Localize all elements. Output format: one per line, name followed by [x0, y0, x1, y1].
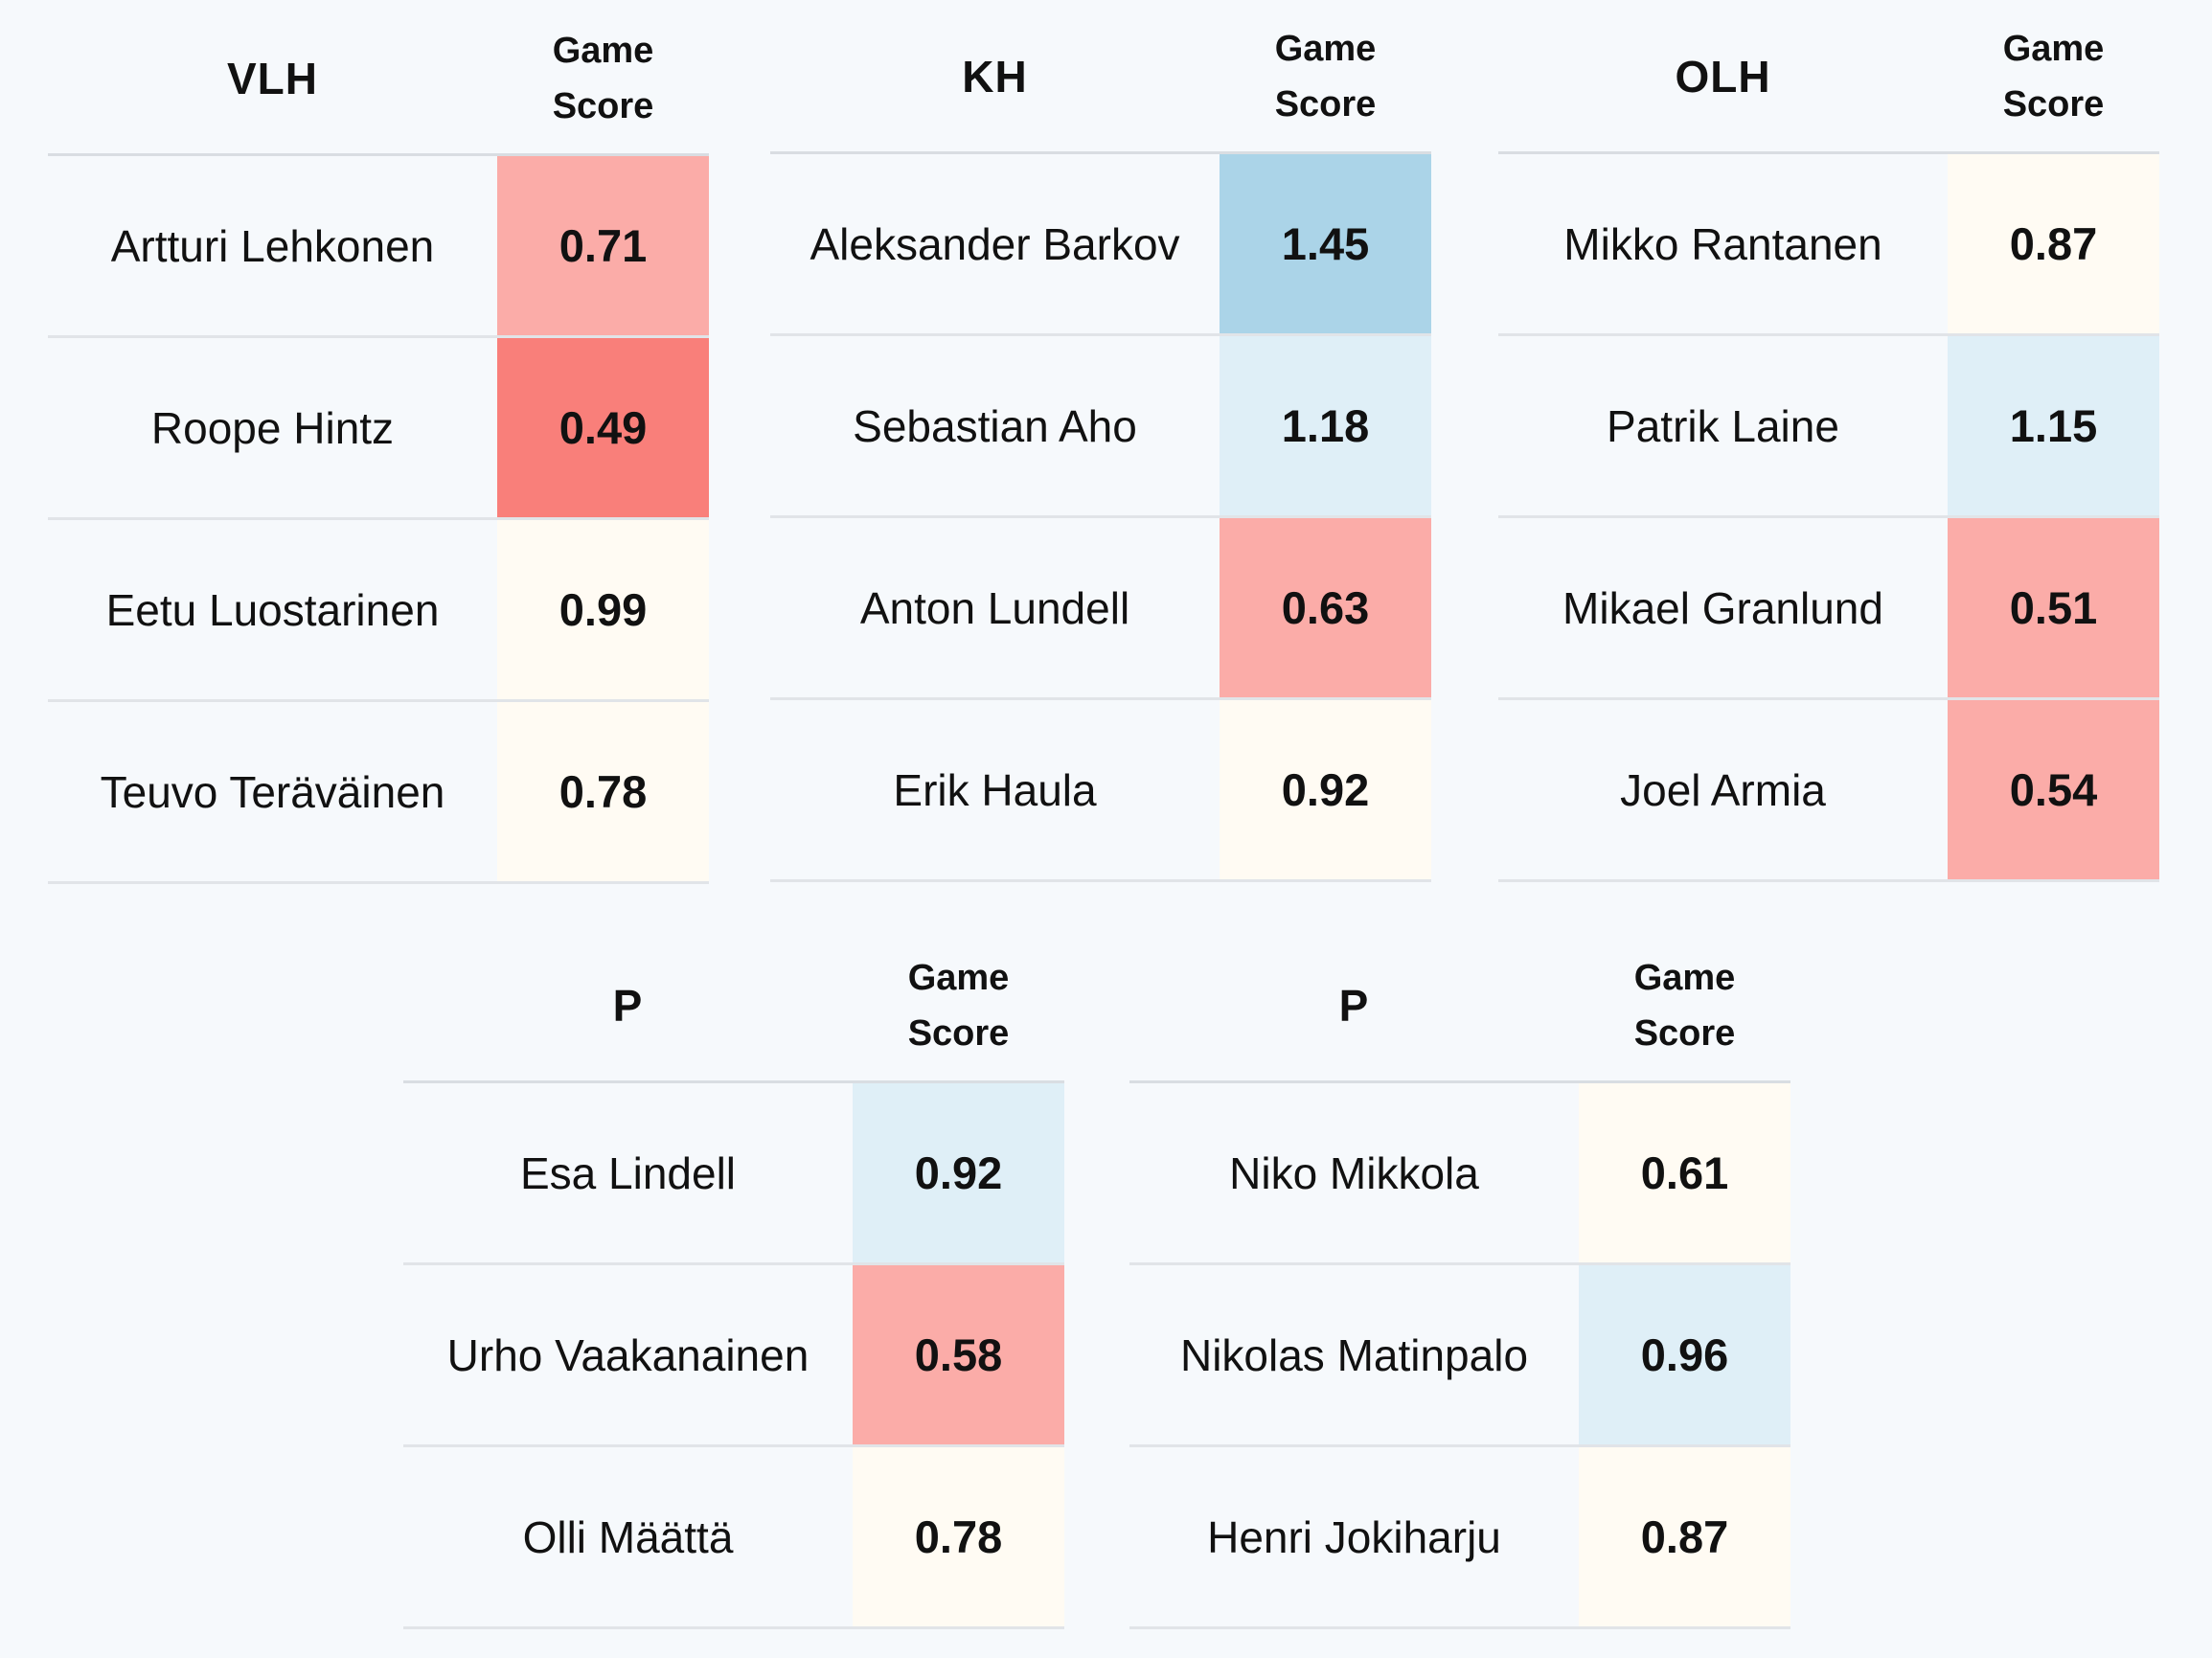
- player-name: Artturi Lehkonen: [110, 220, 435, 271]
- score-header-word: Score: [2002, 83, 2105, 125]
- group-title: P: [612, 980, 644, 1031]
- player-row: Niko Mikkola 0.61: [1129, 1083, 1790, 1265]
- player-name: Patrik Laine: [1607, 400, 1839, 451]
- player-row: Mikko Rantanen 0.87: [1498, 154, 2159, 336]
- game-score-cell: 0.99: [497, 520, 709, 699]
- group-title: OLH: [1675, 51, 1771, 102]
- score-column-header: Game Score: [1220, 1, 1431, 151]
- player-name: Eetu Luostarinen: [105, 584, 440, 635]
- group-header: P Game Score: [403, 930, 1064, 1083]
- player-row: Eetu Luostarinen 0.99: [48, 520, 709, 702]
- game-score-cell: 1.18: [1220, 336, 1431, 515]
- game-score-cell: 0.49: [497, 338, 709, 517]
- score-header-word: Game: [552, 30, 654, 71]
- score-header-word: Score: [907, 1012, 1010, 1054]
- score-header-word: Game: [1274, 28, 1377, 69]
- game-score-cell: 0.71: [497, 156, 709, 335]
- player-row: Mikael Granlund 0.51: [1498, 518, 2159, 700]
- player-row: Esa Lindell 0.92: [403, 1083, 1064, 1265]
- player-name: Teuvo Teräväinen: [100, 766, 445, 817]
- player-name: Anton Lundell: [859, 582, 1130, 633]
- game-score-cell: 0.61: [1579, 1083, 1790, 1262]
- score-header-word: Score: [552, 85, 654, 126]
- score-header-word: Game: [2002, 28, 2105, 69]
- player-row: Aleksander Barkov 1.45: [770, 154, 1431, 336]
- score-column-header: Game Score: [1579, 930, 1790, 1080]
- game-score-cell: 1.45: [1220, 154, 1431, 333]
- game-score-cell: 0.87: [1948, 154, 2159, 333]
- player-name: Roope Hintz: [150, 402, 395, 453]
- score-header-word: Game: [907, 957, 1010, 998]
- game-score-cell: 0.63: [1220, 518, 1431, 697]
- score-header-word: Game: [1633, 957, 1736, 998]
- game-score-cell: 0.58: [853, 1265, 1064, 1444]
- player-name: Mikael Granlund: [1562, 582, 1883, 633]
- game-score-cell: 0.92: [1220, 700, 1431, 879]
- score-column-header: Game Score: [497, 3, 709, 153]
- player-row: Anton Lundell 0.63: [770, 518, 1431, 700]
- player-name: Aleksander Barkov: [810, 218, 1180, 269]
- game-score-cell: 0.51: [1948, 518, 2159, 697]
- player-row: Joel Armia 0.54: [1498, 700, 2159, 882]
- group-header: OLH Game Score: [1498, 1, 2159, 154]
- player-name: Joel Armia: [1620, 764, 1826, 815]
- score-column-header: Game Score: [1948, 1, 2159, 151]
- player-row: Henri Jokiharju 0.87: [1129, 1447, 1790, 1629]
- game-score-cell: 0.78: [497, 702, 709, 881]
- group-title: P: [1338, 980, 1370, 1031]
- group-title: KH: [962, 51, 1028, 102]
- group-p-right: P Game Score Niko Mikkola 0.61 Nikolas Matinp…: [1129, 930, 1790, 1629]
- player-name: Esa Lindell: [519, 1147, 737, 1198]
- player-row: Patrik Laine 1.15: [1498, 336, 2159, 518]
- game-score-cell: 0.87: [1579, 1447, 1790, 1626]
- player-row: Roope Hintz 0.49: [48, 338, 709, 520]
- group-olh: OLH Game Score Mikko Rantanen 0.87 Patrik Lai…: [1498, 1, 2159, 882]
- game-score-cell: 0.78: [853, 1447, 1064, 1626]
- group-title: VLH: [227, 53, 318, 103]
- player-name: Urho Vaakanainen: [446, 1329, 810, 1380]
- player-name: Niko Mikkola: [1229, 1147, 1479, 1198]
- game-score-cell: 1.15: [1948, 336, 2159, 515]
- player-row: Sebastian Aho 1.18: [770, 336, 1431, 518]
- player-row: Olli Määttä 0.78: [403, 1447, 1064, 1629]
- group-kh: KH Game Score Aleksander Barkov 1.45 Sebastia…: [770, 1, 1431, 882]
- group-header: VLH Game Score: [48, 3, 709, 156]
- game-score-cell: 0.96: [1579, 1265, 1790, 1444]
- game-score-cell: 0.92: [853, 1083, 1064, 1262]
- player-name: Nikolas Matinpalo: [1179, 1329, 1529, 1380]
- group-p-left: P Game Score Esa Lindell 0.92 Urho Vaakanaine…: [403, 930, 1064, 1629]
- group-vlh: VLH Game Score Artturi Lehkonen 0.71 Roope Hi…: [48, 3, 709, 884]
- player-name: Olli Määttä: [522, 1511, 734, 1562]
- group-header: P Game Score: [1129, 930, 1790, 1083]
- player-row: Urho Vaakanainen 0.58: [403, 1265, 1064, 1447]
- game-score-cell: 0.54: [1948, 700, 2159, 879]
- player-row: Artturi Lehkonen 0.71: [48, 156, 709, 338]
- player-name: Henri Jokiharju: [1207, 1511, 1501, 1562]
- player-row: Nikolas Matinpalo 0.96: [1129, 1265, 1790, 1447]
- player-name: Erik Haula: [893, 764, 1097, 815]
- player-row: Erik Haula 0.92: [770, 700, 1431, 882]
- score-header-word: Score: [1274, 83, 1377, 125]
- player-row: Teuvo Teräväinen 0.78: [48, 702, 709, 884]
- group-header: KH Game Score: [770, 1, 1431, 154]
- score-header-word: Score: [1633, 1012, 1736, 1054]
- player-name: Sebastian Aho: [853, 400, 1137, 451]
- player-name: Mikko Rantanen: [1563, 218, 1882, 269]
- score-column-header: Game Score: [853, 930, 1064, 1080]
